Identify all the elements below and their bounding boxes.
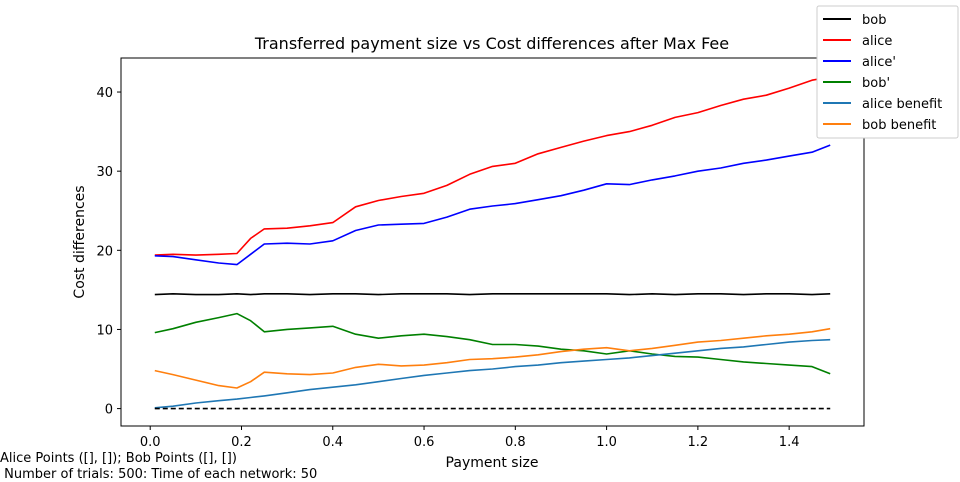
legend: bob alice alice' bob' alice benefit bob benef…: [816, 5, 959, 139]
x-tick-label: 1.4: [779, 435, 800, 450]
x-axis: 0.0 0.2 0.4 0.6 0.8 1.0 1.2 1.4: [140, 426, 800, 450]
footnote-trials: Number of trials: 500: Time of each netw…: [0, 467, 318, 482]
plot-frame: [120, 57, 865, 427]
legend-box: [816, 5, 959, 139]
x-tick-label: 0.8: [505, 435, 526, 450]
plot-area: [120, 57, 865, 427]
series-line-bob-benefit: [154, 327, 831, 389]
legend-label: bob': [862, 76, 890, 91]
series-line-bob: [154, 292, 831, 296]
y-tick-label: 0: [105, 403, 113, 418]
legend-label: alice: [862, 34, 892, 49]
legend-label: alice': [862, 55, 896, 70]
x-tick-label: 1.2: [688, 435, 709, 450]
x-tick-label: 1.0: [596, 435, 617, 450]
y-axis: 0 10 20 30 40: [96, 86, 121, 418]
y-tick-label: 10: [96, 323, 113, 338]
x-tick-label: 0.2: [231, 435, 252, 450]
series-line-alice-prime: [154, 144, 831, 266]
x-tick-label: 0.4: [322, 435, 343, 450]
legend-label: alice benefit: [862, 97, 942, 112]
series-line-bob-prime: [154, 312, 831, 375]
x-tick-label: 0.0: [140, 435, 161, 450]
y-tick-label: 40: [96, 86, 113, 101]
x-tick-label: 0.6: [414, 435, 435, 450]
series-line-alice-benefit: [154, 338, 831, 409]
footnote-points: Alice Points ([], []); Bob Points ([], […: [0, 451, 237, 466]
series-layer: [154, 76, 831, 410]
series-line-alice: [154, 76, 831, 256]
chart-title: Transferred payment size vs Cost differe…: [254, 34, 729, 53]
y-tick-label: 20: [96, 244, 113, 259]
y-axis-label: Cost differences: [72, 185, 88, 298]
legend-label: bob: [862, 13, 886, 28]
x-axis-label: Payment size: [446, 455, 539, 471]
y-tick-label: 30: [96, 165, 113, 180]
legend-label: bob benefit: [862, 118, 936, 133]
